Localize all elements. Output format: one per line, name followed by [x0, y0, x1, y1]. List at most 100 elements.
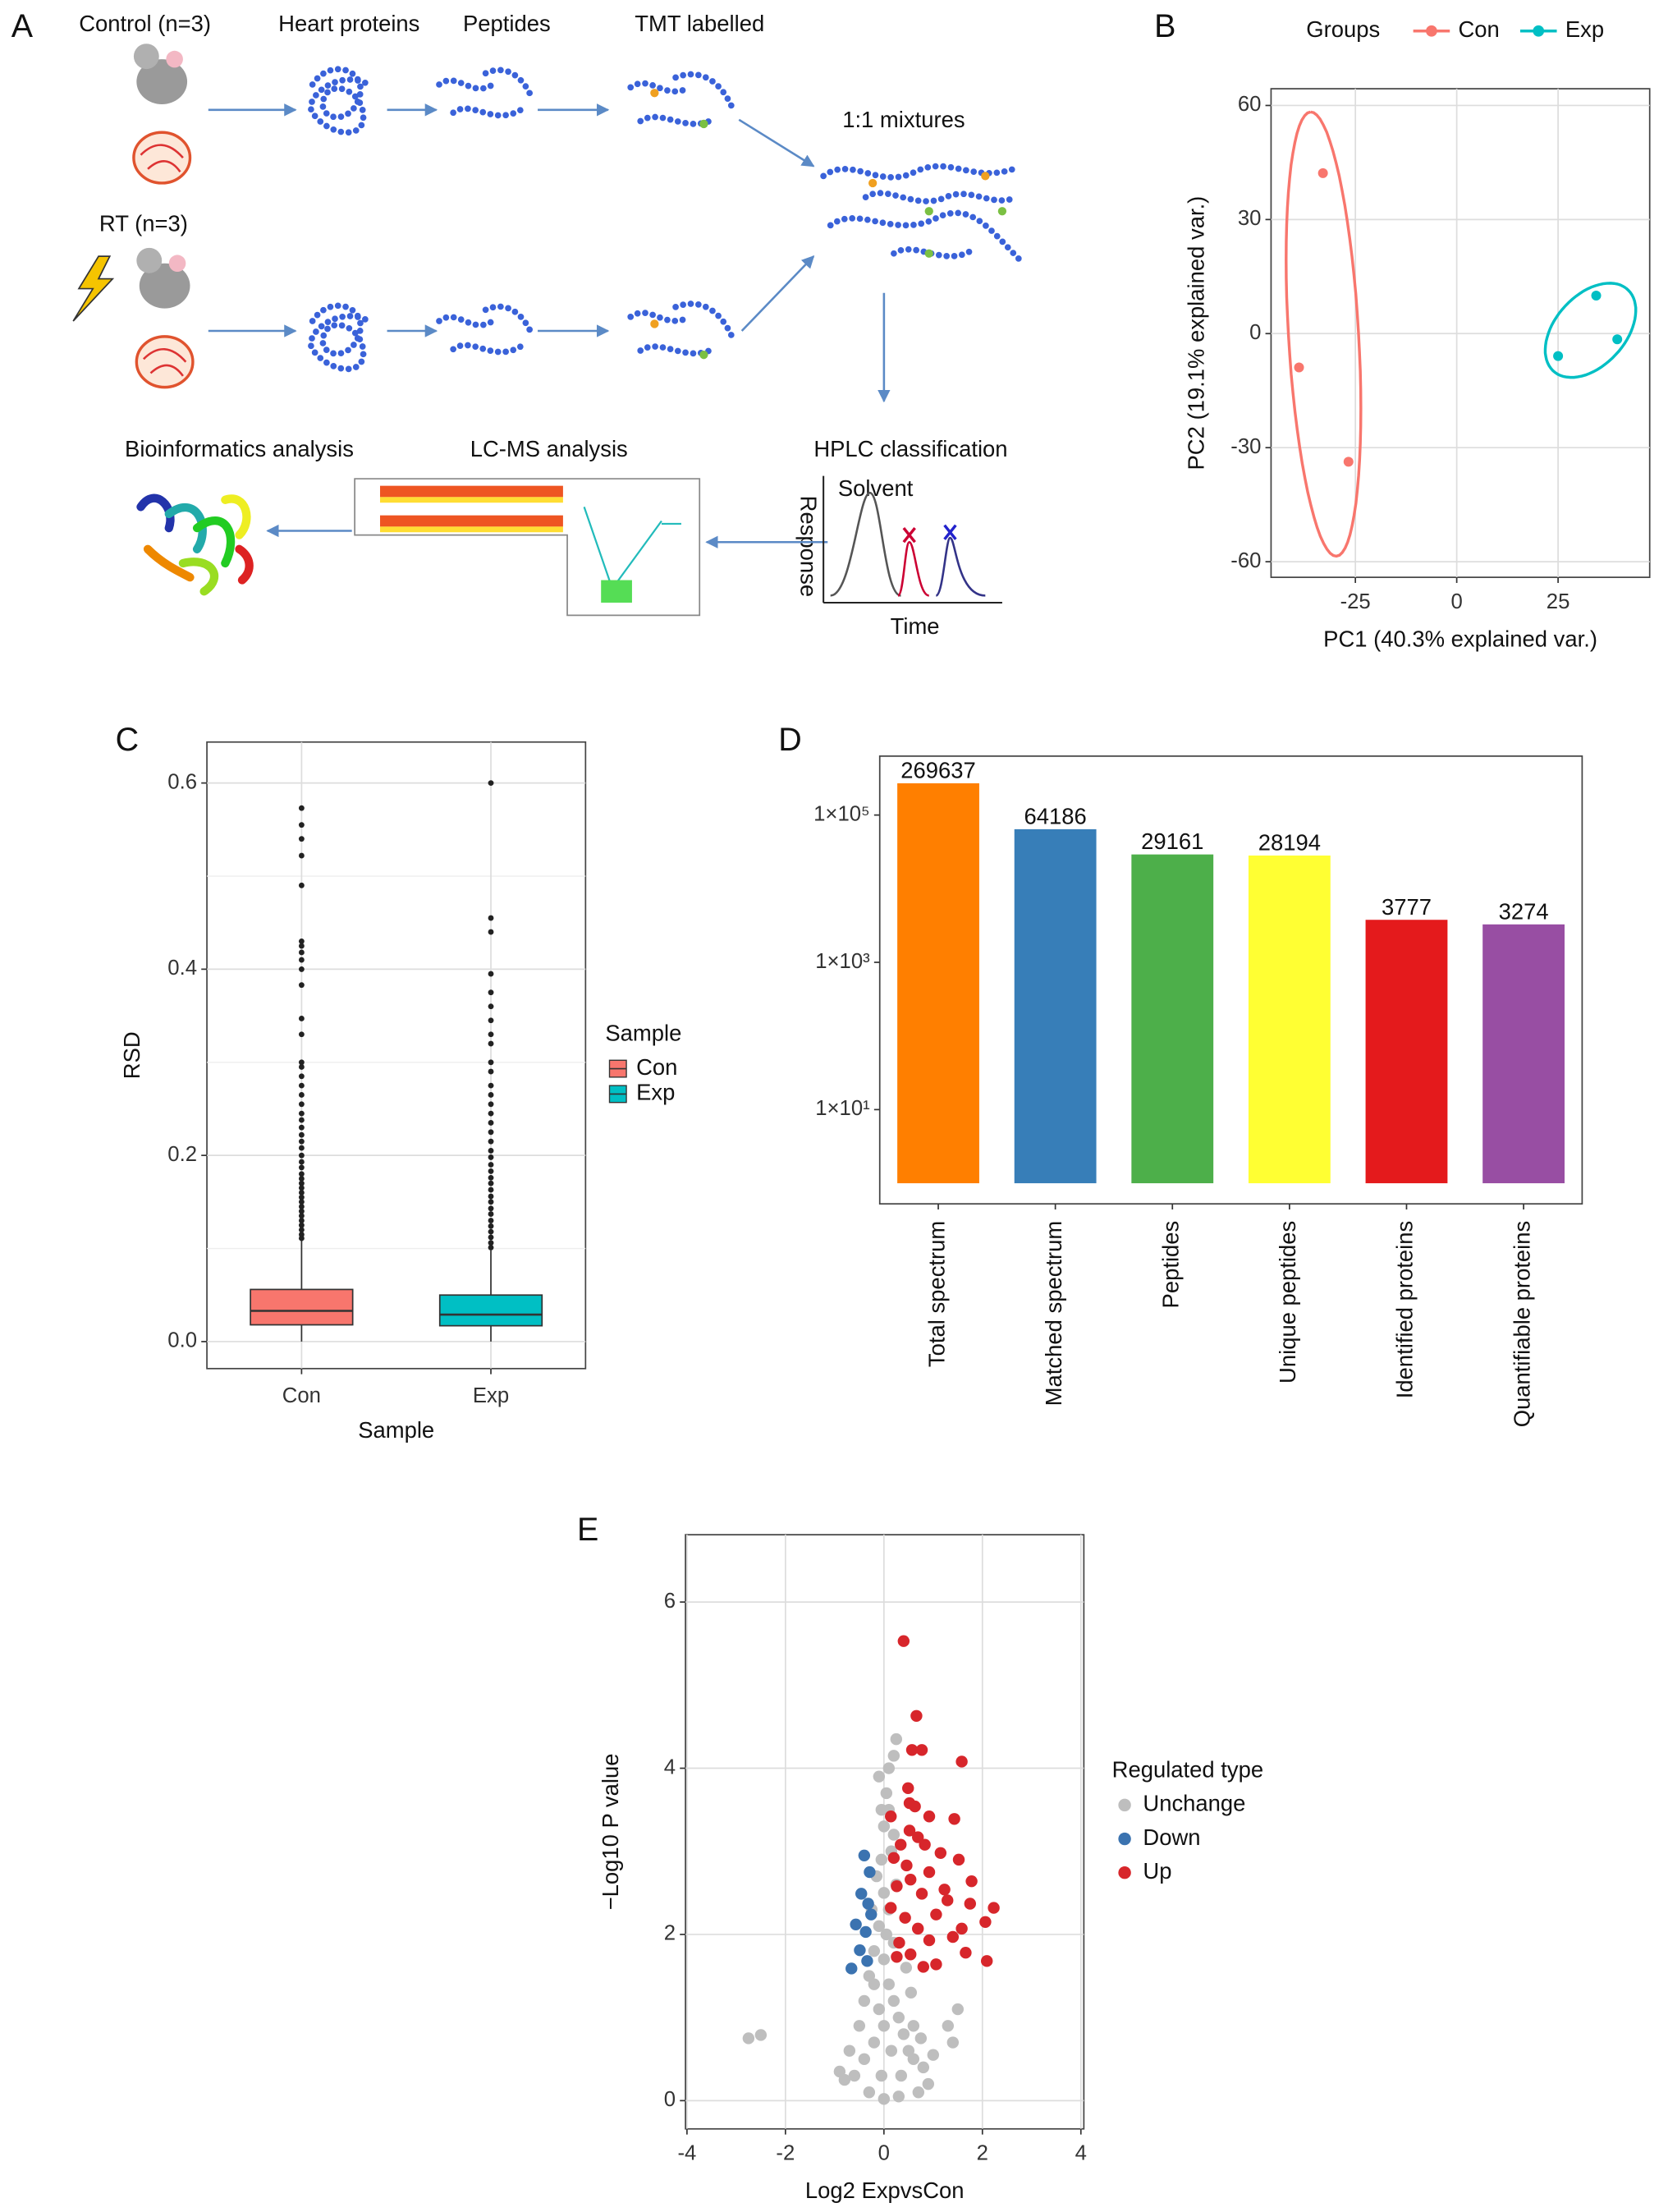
point [960, 1947, 972, 1959]
point [907, 2020, 920, 2032]
outlier [488, 1240, 494, 1246]
point [902, 1782, 914, 1795]
value-label: 28194 [1258, 829, 1321, 855]
point [873, 2003, 886, 2016]
chart-panel: B -60 -30 0 30 60 -25 0 25 PC1 (40.3% explained v… [1154, 8, 1651, 652]
outlier [488, 929, 494, 935]
outlier [298, 1185, 305, 1191]
outlier [298, 1194, 305, 1200]
outlier [298, 1218, 305, 1223]
legend-key [1118, 1798, 1131, 1812]
bar [1248, 855, 1331, 1184]
point [868, 1978, 881, 1990]
outlier [488, 1218, 494, 1223]
outlier [488, 1223, 494, 1229]
outlier [488, 971, 494, 977]
point [923, 1866, 936, 1879]
outlier [298, 943, 305, 949]
point [882, 1762, 896, 1774]
outlier [488, 1180, 494, 1186]
outlier [488, 1110, 494, 1117]
outlier [298, 1227, 305, 1233]
outlier [488, 1148, 494, 1154]
point [858, 1994, 871, 2008]
outlier [488, 1031, 494, 1038]
arrows [208, 103, 891, 548]
point [880, 1787, 893, 1800]
mouse [136, 247, 190, 309]
y-tick-label: 4 [664, 1755, 676, 1778]
point [878, 1953, 891, 1966]
outlier [488, 1003, 494, 1010]
y-tick-label: 1×10³ [815, 950, 870, 973]
point [917, 1961, 930, 1973]
outlier [488, 1120, 494, 1126]
legend-key [1533, 25, 1545, 37]
bar [1365, 920, 1448, 1184]
point [897, 1635, 910, 1647]
x-axis-label: Log2 ExpvsCon [805, 2178, 965, 2203]
x-tick-label: Unique peptides [1275, 1221, 1300, 1384]
point [914, 2032, 928, 2044]
outlier [298, 1031, 305, 1038]
heart [135, 335, 195, 389]
chart-panel: D 1×10¹ 1×10³ 1×10⁵ 269637 Total spectrum 6418… [778, 722, 1583, 1427]
outlier [298, 1059, 305, 1066]
point [899, 1911, 911, 1924]
group-ellipse [1285, 110, 1363, 558]
legend-key [1118, 1832, 1131, 1846]
point [930, 1958, 942, 1971]
point [952, 1853, 965, 1866]
point [980, 1955, 993, 1967]
point [965, 1875, 978, 1888]
point [868, 2036, 881, 2049]
box [250, 1288, 354, 1326]
point [1553, 351, 1564, 361]
point [868, 1944, 881, 1957]
panel-label: D [778, 722, 801, 758]
x-tick-label: Peptides [1158, 1221, 1184, 1309]
bar [1482, 924, 1565, 1184]
mouse [133, 44, 188, 104]
y-tick-label: 0.2 [167, 1143, 197, 1166]
workflow-diagram: A Control (n=3) RT (n=3) Heart proteins … [11, 8, 1024, 639]
point [1612, 334, 1623, 345]
point [919, 1838, 931, 1851]
x-tick-label: 2 [977, 2141, 988, 2164]
outlier [298, 1124, 305, 1131]
x-tick-label: 0 [878, 2141, 890, 2164]
bar [1014, 828, 1097, 1184]
point [887, 1852, 900, 1865]
point [988, 1902, 1000, 1914]
point [905, 1744, 919, 1756]
outlier [298, 1110, 305, 1117]
point [903, 1824, 916, 1837]
x-tick-label: Con [282, 1384, 321, 1407]
heart [132, 131, 192, 185]
point [1343, 457, 1354, 467]
outlier [298, 1199, 305, 1205]
x-tick-label: Exp [473, 1384, 509, 1407]
outlier [298, 1235, 305, 1241]
point [864, 1866, 876, 1879]
value-label: 3274 [1499, 898, 1549, 924]
point [942, 1894, 954, 1907]
stage-label: LC-MS analysis [470, 436, 628, 461]
point [946, 2036, 960, 2049]
point [927, 2049, 940, 2061]
stage-label: HPLC classification [813, 436, 1007, 461]
point [900, 1859, 913, 1872]
outlier [488, 1234, 494, 1241]
y-tick-label: 0.6 [167, 770, 197, 793]
stage-label: TMT labelled [635, 11, 764, 36]
point [880, 1928, 893, 1941]
point [895, 1838, 907, 1851]
point [858, 1849, 871, 1862]
outlier [488, 1082, 494, 1089]
point [915, 1744, 928, 1756]
outlier [298, 938, 305, 944]
stage-label: Peptides [463, 11, 551, 36]
point [873, 1920, 886, 1933]
stage-label: Bioinformatics analysis [125, 436, 354, 461]
outlier [298, 1222, 305, 1228]
